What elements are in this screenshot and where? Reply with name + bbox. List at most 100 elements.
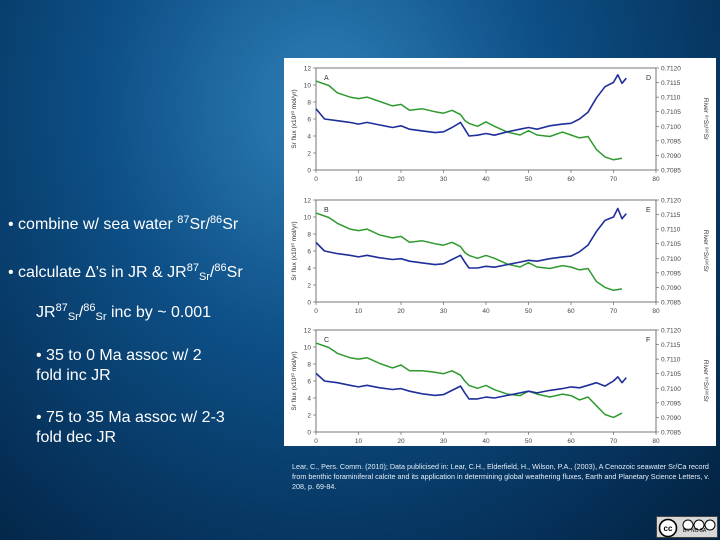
x-tick-label: 20: [397, 308, 405, 315]
b2-sup2: 86: [214, 262, 227, 274]
left-tick-label: 4: [307, 266, 311, 273]
right-tick-label: 0.7115: [661, 212, 681, 219]
b5-line1: • 75 to 35 Ma assoc w/ 2-3: [36, 409, 225, 426]
left-tick-label: 6: [307, 249, 311, 256]
panel-label-right: D: [646, 75, 651, 82]
svg-text:cc: cc: [664, 524, 673, 533]
x-tick-label: 0: [314, 438, 318, 445]
left-tick-label: 10: [304, 83, 312, 90]
x-tick-label: 20: [397, 438, 405, 445]
right-tick-label: 0.7085: [661, 168, 681, 175]
bullet-jr-increase: JR87Sr/86Sr inc by ~ 0.001: [36, 298, 211, 327]
sr-flux-line-1: [315, 73, 627, 137]
bullet-35-to-0: • 35 to 0 Ma assoc w/ 2 fold inc JR: [36, 346, 202, 386]
strontium-figure: 0 2 4 6 8 10 12 0.7085 0.7090 0.7095 0.7100 0.7105 0…: [284, 58, 716, 446]
x-tick-label: 40: [482, 308, 490, 315]
x-tick-label: 50: [525, 176, 533, 183]
bullet-list: • combine w/ sea water 87Sr/86Sr • calcu…: [0, 0, 300, 540]
left-tick-label: 6: [307, 117, 311, 124]
bullet-calculate: • calculate ∆’s in JR & JR87Sr/86Sr: [8, 258, 243, 287]
river-ratio-line-2: [315, 212, 623, 292]
left-tick-label: 8: [307, 362, 311, 369]
bullet-combine: • combine w/ sea water 87Sr/86Sr: [8, 210, 238, 235]
panel-label-right: F: [646, 337, 650, 344]
left-tick-label: 12: [304, 66, 312, 73]
right-axis-label: River ⁸⁷Sr/⁸⁶Sr: [702, 98, 709, 141]
panel-label-left: A: [324, 75, 329, 82]
right-tick-label: 0.7105: [661, 109, 681, 116]
right-tick-label: 0.7095: [661, 270, 681, 277]
river-ratio-line-1: [315, 80, 623, 161]
x-tick-label: 80: [652, 438, 660, 445]
left-axis-label: Sr flux (x10¹⁰ mol/yr): [290, 221, 298, 280]
right-tick-label: 0.7085: [661, 300, 681, 307]
x-tick-label: 10: [355, 438, 363, 445]
right-tick-label: 0.7100: [661, 256, 681, 263]
right-axis-label: River ⁸⁷Sr/⁸⁶Sr: [702, 230, 709, 273]
left-tick-label: 0: [307, 300, 311, 307]
left-tick-label: 4: [307, 396, 311, 403]
right-tick-label: 0.7100: [661, 386, 681, 393]
x-tick-label: 30: [440, 438, 448, 445]
b3-sub1: Sr: [67, 311, 79, 323]
x-tick-label: 80: [652, 176, 660, 183]
x-tick-label: 60: [567, 176, 575, 183]
x-tick-label: 20: [397, 176, 405, 183]
x-tick-label: 80: [652, 308, 660, 315]
b1-mid: Sr/: [189, 216, 210, 233]
right-tick-label: 0.7120: [661, 198, 681, 205]
x-tick-label: 30: [440, 176, 448, 183]
right-tick-label: 0.7095: [661, 400, 681, 407]
right-tick-label: 0.7085: [661, 430, 681, 437]
license-badge[interactable]: cc BY NC SA: [656, 516, 718, 538]
left-axis-label: Sr flux (x10¹⁰ mol/yr): [290, 351, 298, 410]
left-tick-label: 0: [307, 168, 311, 175]
b2-slash: /: [209, 264, 215, 281]
left-tick-label: 2: [307, 283, 311, 290]
b3-post: inc by ~ 0.001: [106, 304, 212, 321]
b1-sup1: 87: [177, 214, 190, 226]
right-tick-label: 0.7120: [661, 328, 681, 335]
right-tick-label: 0.7110: [661, 95, 681, 102]
b2-post: Sr: [226, 264, 243, 281]
right-tick-label: 0.7115: [661, 342, 681, 349]
b1-pre: • combine w/ sea water: [8, 216, 178, 233]
cc-logo-icon: cc: [658, 518, 716, 538]
b3-sup2: 86: [83, 302, 96, 314]
b2-pre: • calculate: [8, 264, 86, 281]
x-tick-label: 40: [482, 176, 490, 183]
b3-sub2: Sr: [95, 311, 107, 323]
b3-pre: JR: [36, 304, 56, 321]
right-tick-label: 0.7110: [661, 357, 681, 364]
right-tick-label: 0.7090: [661, 153, 681, 160]
left-tick-label: 0: [307, 430, 311, 437]
panel-label-right: E: [646, 207, 651, 214]
x-tick-label: 0: [314, 176, 318, 183]
bullet-75-to-35: • 75 to 35 Ma assoc w/ 2-3 fold dec JR: [36, 408, 225, 448]
right-tick-label: 0.7105: [661, 241, 681, 248]
x-tick-label: 60: [567, 438, 575, 445]
panel-label-left: C: [324, 337, 329, 344]
x-tick-label: 70: [610, 438, 618, 445]
strontium-charts: 0 2 4 6 8 10 12 0.7085 0.7090 0.7095 0.7100 0.7105 0…: [290, 66, 709, 446]
x-tick-label: 50: [525, 438, 533, 445]
left-tick-label: 10: [304, 345, 312, 352]
right-tick-label: 0.7110: [661, 227, 681, 234]
x-tick-label: 10: [355, 308, 363, 315]
b4-line2: fold inc JR: [36, 367, 111, 384]
b2-mid: ’s in JR & JR: [95, 264, 187, 281]
left-tick-label: 8: [307, 232, 311, 239]
right-tick-label: 0.7115: [661, 80, 681, 87]
right-axis-label: River ⁸⁷Sr/⁸⁶Sr: [702, 360, 709, 403]
b5-line2: fold dec JR: [36, 429, 117, 446]
panel-frame-3: [315, 329, 657, 433]
left-tick-label: 8: [307, 100, 311, 107]
left-tick-label: 4: [307, 134, 311, 141]
left-tick-label: 6: [307, 379, 311, 386]
delta-symbol: ∆: [85, 264, 96, 281]
x-tick-label: 60: [567, 308, 575, 315]
left-axis-label: Sr flux (x10¹⁰ mol/yr): [290, 89, 298, 148]
right-tick-label: 0.7105: [661, 371, 681, 378]
b3-sup1: 87: [55, 302, 68, 314]
x-tick-label: 50: [525, 308, 533, 315]
